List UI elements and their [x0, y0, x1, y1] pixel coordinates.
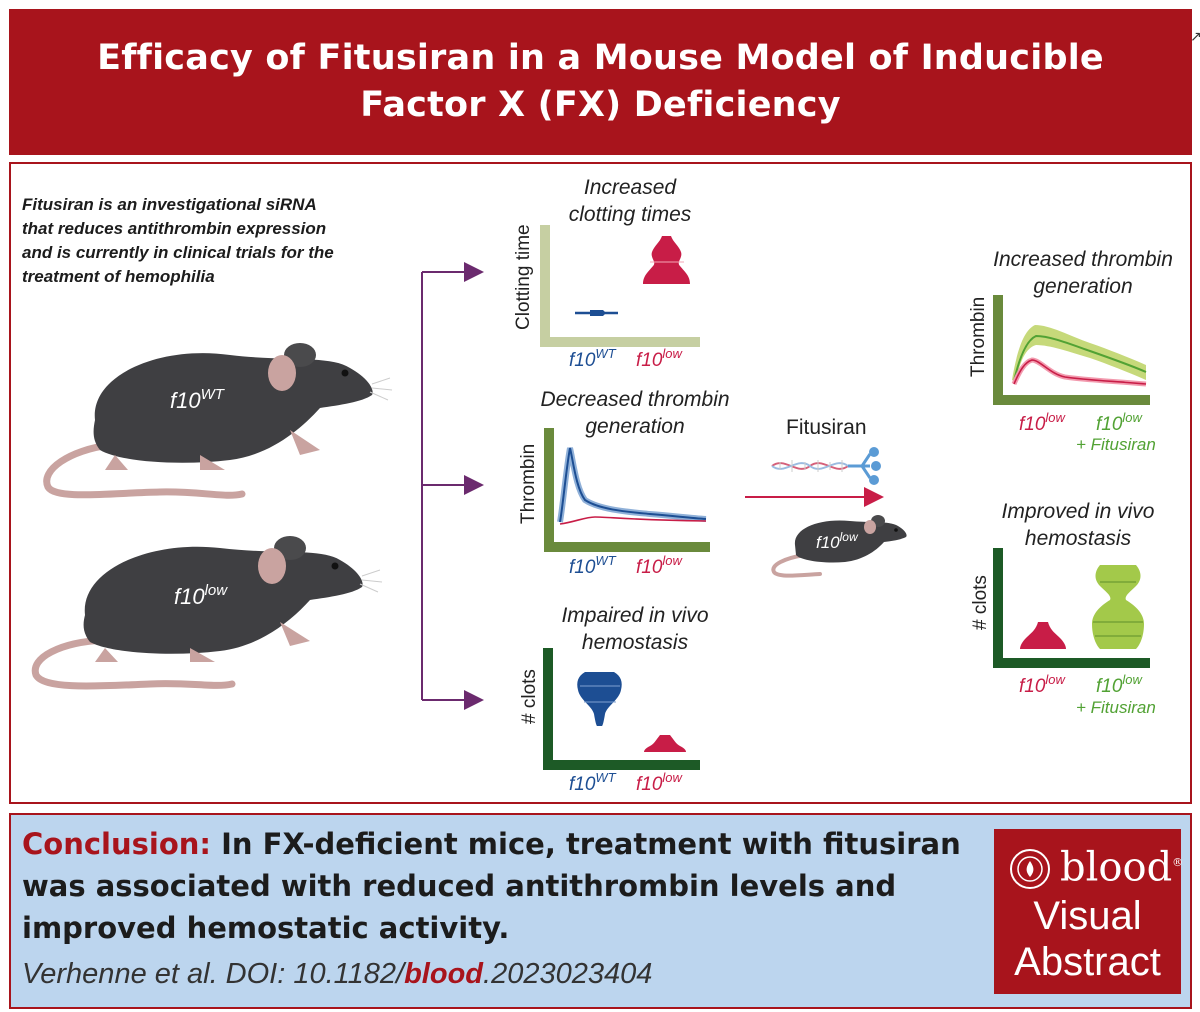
genotype-wt: WT: [200, 386, 224, 403]
mouse-wt-icon: [43, 343, 393, 499]
genotype-low: low: [1045, 410, 1065, 425]
hemostasis-improved-xlabel-low: f10low: [1019, 672, 1065, 698]
citation-suffix: .2023023404: [483, 958, 653, 990]
genotype-low: low: [1045, 672, 1065, 687]
thrombin-increased-ylabel: Thrombin: [968, 296, 989, 377]
genotype-base: f10: [1096, 676, 1123, 697]
hemostasis-improved-ylabel: # clots: [970, 575, 991, 630]
conclusion-label: Conclusion:: [22, 827, 211, 861]
genotype-low: low: [662, 346, 682, 361]
hemostasis-impaired-chart: [543, 648, 700, 770]
hemostasis-impaired-title-line-2: hemostasis: [581, 631, 689, 654]
fitusiran-label: Fitusiran: [786, 416, 867, 439]
genotype-low: low: [839, 530, 858, 544]
mouse-small-label: f10low: [816, 530, 858, 553]
clotting-title-line-2: clotting times: [568, 203, 692, 226]
thrombin-decreased-title-line-1: Decreased thrombin: [540, 388, 730, 411]
mouse-wt-label: f10WT: [170, 386, 224, 414]
intro-line-1: Fitusiran is an investigational siRNA: [22, 195, 317, 214]
conclusion-line-3: improved hemostatic activity.: [22, 911, 510, 945]
genotype-base: f10: [636, 774, 663, 795]
title-line-2: Factor X (FX) Deficiency: [360, 85, 841, 125]
thrombin-decreased-chart: [544, 428, 710, 552]
genotype-base: f10: [569, 557, 596, 578]
citation-journal: blood: [404, 958, 484, 990]
genotype-base: f10: [1096, 414, 1123, 435]
thrombin-increased-chart-title: Increased thrombin generation: [980, 246, 1186, 300]
corner-arrow-icon: ↗: [1190, 28, 1200, 44]
thrombin-decreased-ylabel: Thrombin: [518, 443, 539, 524]
genotype-base: f10: [636, 557, 663, 578]
title-line-1: Efficacy of Fitusiran in a Mouse Model o…: [97, 38, 1104, 78]
genotype-wt: WT: [595, 770, 616, 785]
mouse-low-icon: [31, 536, 383, 690]
citation: Verhenne et al. DOI: 10.1182/blood.20230…: [22, 958, 652, 991]
hemostasis-improved-xlabel-fitusiran: f10low: [1096, 672, 1142, 698]
society-seal-icon: [1010, 849, 1050, 889]
citation-prefix: Verhenne et al. DOI: 10.1182/: [22, 958, 405, 990]
hemostasis-impaired-xlabel-low: f10low: [636, 770, 682, 796]
genotype-wt: WT: [595, 346, 616, 361]
hemostasis-improved-chart: [993, 548, 1150, 668]
title-banner: Efficacy of Fitusiran in a Mouse Model o…: [9, 9, 1192, 155]
thrombin-increased-xlabel-low: f10low: [1019, 410, 1065, 436]
hemostasis-impaired-chart-title: Impaired in vivo hemostasis: [545, 602, 725, 656]
blood-visual-abstract-logo: blood® Visual Abstract: [994, 829, 1183, 994]
genotype-low: low: [662, 770, 682, 785]
genotype-base: f10: [636, 350, 663, 371]
logo-brand: blood®: [1060, 839, 1183, 891]
branch-arrows: [421, 262, 484, 710]
thrombin-increased-title-line-1: Increased thrombin: [993, 248, 1173, 271]
clotting-chart-title: Increased clotting times: [552, 174, 708, 228]
intro-line-4: treatment of hemophilia: [22, 267, 215, 286]
thrombin-increased-plus-fitusiran: + Fitusiran: [1076, 435, 1156, 454]
thrombin-decreased-xlabel-wt: f10WT: [569, 553, 616, 579]
clotting-title-line-1: Increased: [583, 176, 677, 199]
genotype-low: low: [1122, 672, 1142, 687]
intro-line-3: and is currently in clinical trials for …: [22, 243, 334, 262]
logo-abstract: Abstract: [1014, 940, 1161, 984]
logo-brand-text: blood: [1060, 844, 1173, 891]
genotype-low: low: [204, 582, 228, 599]
thrombin-decreased-title-line-2: generation: [585, 415, 685, 438]
genotype-base: f10: [569, 350, 596, 371]
hemostasis-improved-plus-fitusiran: + Fitusiran: [1076, 698, 1156, 717]
intro-text: Fitusiran is an investigational siRNA th…: [22, 193, 334, 289]
genotype-low: low: [1122, 410, 1142, 425]
thrombin-increased-chart: [993, 295, 1150, 405]
mouse-small-low-icon: [771, 515, 907, 578]
genotype-base: f10: [1019, 676, 1046, 697]
logo-visual: Visual: [1033, 894, 1142, 938]
thrombin-decreased-xlabel-low: f10low: [636, 553, 682, 579]
genotype-base: f10: [174, 584, 205, 609]
genotype-wt: WT: [595, 553, 616, 568]
clotting-xlabel-wt: f10WT: [569, 346, 616, 372]
conclusion-text: Conclusion: In FX-deficient mice, treatm…: [22, 823, 961, 949]
genotype-low: low: [662, 553, 682, 568]
thrombin-increased-xlabel-fitusiran: f10low: [1096, 410, 1142, 436]
hemostasis-impaired-ylabel: # clots: [519, 669, 540, 724]
genotype-base: f10: [816, 533, 840, 552]
genotype-base: f10: [1019, 414, 1046, 435]
clotting-chart-ylabel: Clotting time: [513, 224, 534, 330]
clotting-xlabel-low: f10low: [636, 346, 682, 372]
genotype-base: f10: [170, 388, 201, 413]
mouse-low-label: f10low: [174, 582, 227, 610]
hemostasis-impaired-xlabel-wt: f10WT: [569, 770, 616, 796]
hemostasis-improved-chart-title: Improved in vivo hemostasis: [988, 498, 1168, 552]
genotype-base: f10: [569, 774, 596, 795]
hemostasis-impaired-title-line-1: Impaired in vivo: [561, 604, 709, 627]
hemostasis-improved-title-line-1: Improved in vivo: [1001, 500, 1155, 523]
logo-reg-mark: ®: [1172, 856, 1184, 869]
intro-line-2: that reduces antithrombin expression: [22, 219, 327, 238]
hemostasis-improved-title-line-2: hemostasis: [1024, 527, 1132, 550]
fitusiran-sirna-icon: [771, 447, 881, 485]
thrombin-increased-title-line-2: generation: [1033, 275, 1133, 298]
thrombin-decreased-chart-title: Decreased thrombin generation: [530, 386, 740, 440]
conclusion-line-2: was associated with reduced antithrombin…: [22, 869, 897, 903]
conclusion-line-1: In FX-deficient mice, treatment with fit…: [221, 827, 961, 861]
clotting-time-chart: [540, 225, 700, 347]
